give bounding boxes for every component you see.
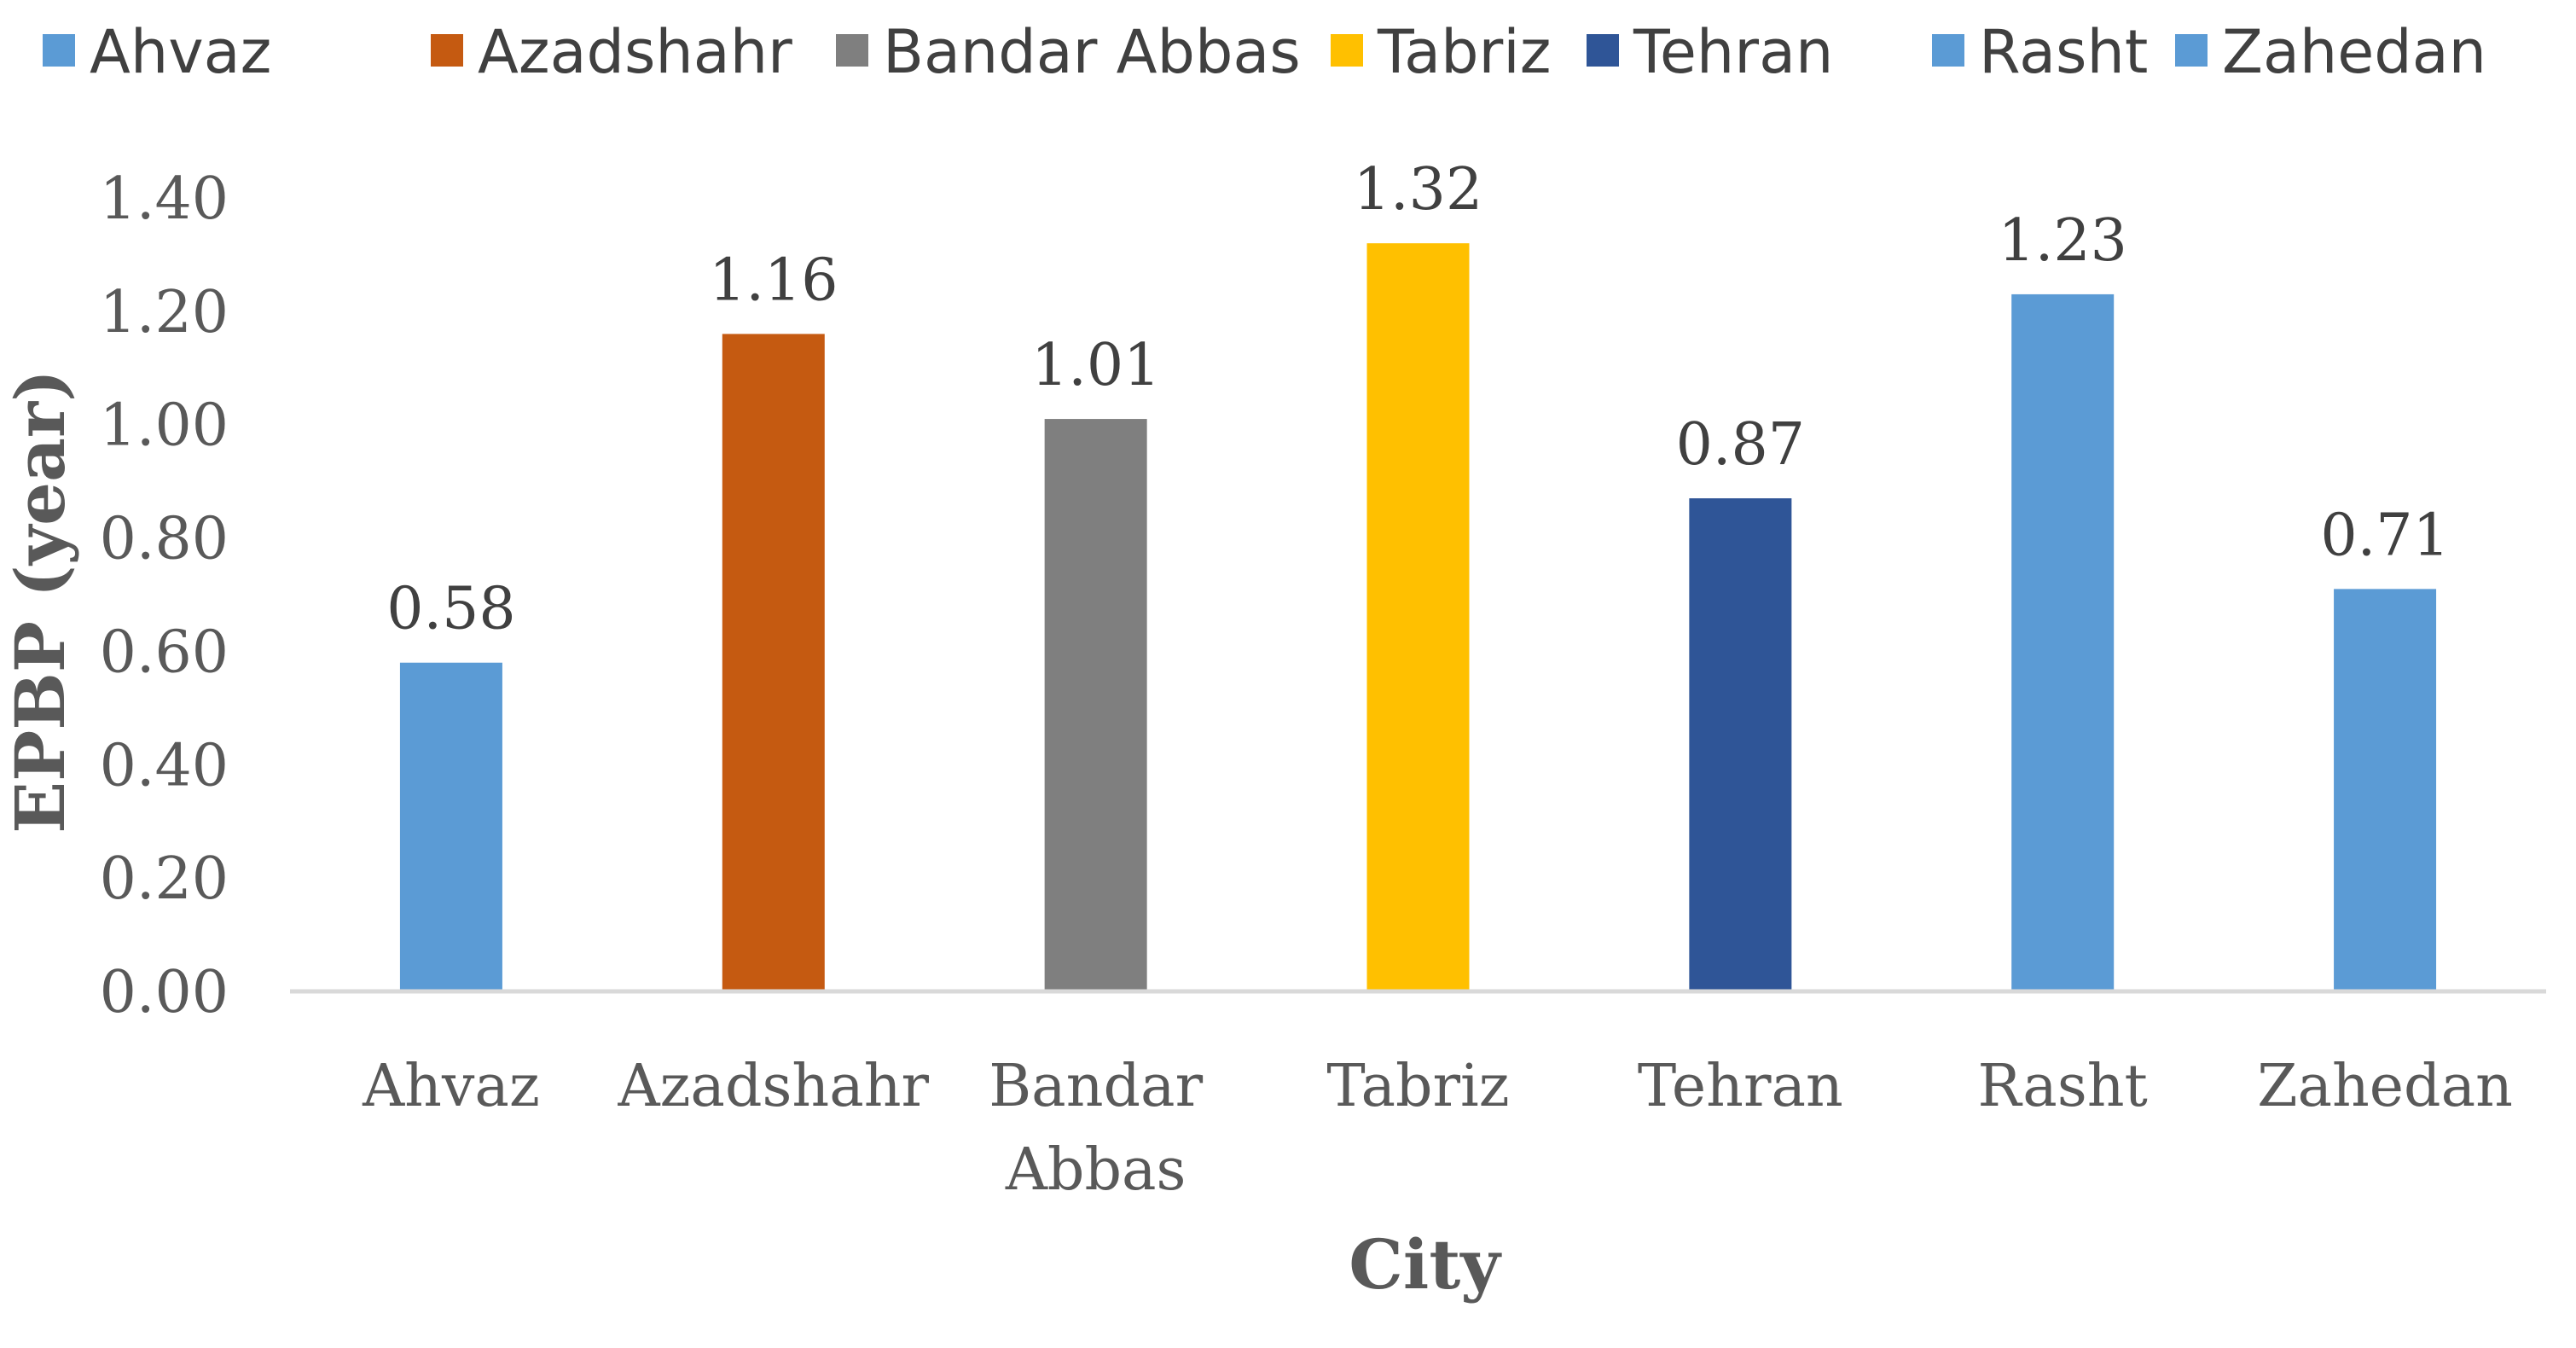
bars: 0.58 1.16 1.01 1.32 0.87 1.23 0.71 [386,156,2450,992]
data-label: 1.16 [709,247,838,314]
data-label: 1.01 [1031,332,1160,399]
x-axis: Ahvaz Azadshahr Bandar Abbas Tabriz Tehran Ras… [290,989,2546,1204]
legend-swatch [2175,34,2208,67]
legend-item: Zahedan [2175,17,2486,87]
bar [722,334,825,991]
legend-label: Rasht [1979,17,2148,87]
legend-label: Tehran [1633,17,1833,87]
x-tick-label: Zahedan [2257,1053,2513,1120]
legend-label: Azadshahr [478,17,792,87]
bar [2011,293,2115,991]
x-tick-label: Tabriz [1326,1053,1509,1120]
x-tick-label: Rasht [1978,1053,2148,1120]
legend-swatch [1587,34,1619,67]
x-tick-label: Azadshahr [618,1053,930,1120]
data-label: 0.87 [1676,411,1805,479]
x-tick-label: Tehran [1638,1053,1843,1120]
legend-swatch [836,34,868,67]
y-tick-label: 1.20 [100,279,229,346]
legend-item: Ahvaz [43,17,271,87]
legend-swatch [1932,34,1964,67]
y-axis-title: EPBP (year) [0,369,80,834]
legend-item: Tabriz [1331,17,1551,87]
legend-item: Azadshahr [431,17,792,87]
legend-swatch [1331,34,1363,67]
bar [1044,419,1147,992]
bar [399,662,502,991]
y-tick-label: 0.80 [100,506,229,573]
y-tick-label: 0.40 [100,732,229,799]
legend: Ahvaz Azadshahr Bandar Abbas Tabriz Tehran Ra… [43,17,2486,87]
legend-swatch [43,34,75,67]
legend-label: Ahvaz [90,17,271,87]
bar [2334,589,2437,991]
legend-item: Bandar Abbas [836,17,1301,87]
y-tick-label: 1.00 [100,392,229,460]
legend-label: Tabriz [1377,17,1551,87]
x-axis-title: City [1349,1224,1502,1304]
legend-label: Bandar Abbas [883,17,1301,87]
y-tick-label: 0.00 [100,959,229,1026]
legend-swatch [431,34,463,67]
y-tick-label: 1.40 [100,166,229,233]
data-label: 1.32 [1354,156,1482,224]
legend-item: Tehran [1587,17,1833,87]
data-label: 0.58 [386,576,515,643]
x-tick-label: Bandar Abbas [989,1053,1203,1204]
y-tick-label: 0.60 [100,619,229,686]
data-label: 0.71 [2320,502,2449,569]
legend-item: Rasht [1932,17,2148,87]
bar [1366,243,1470,992]
y-tick-label: 0.20 [100,845,229,913]
legend-label: Zahedan [2222,17,2486,87]
bar [1689,498,1792,991]
x-tick-label: Ahvaz [362,1053,540,1120]
data-label: 1.23 [1999,207,2127,275]
y-axis: 0.00 0.20 0.40 0.60 0.80 1.00 1.20 1.40 [100,166,229,1026]
